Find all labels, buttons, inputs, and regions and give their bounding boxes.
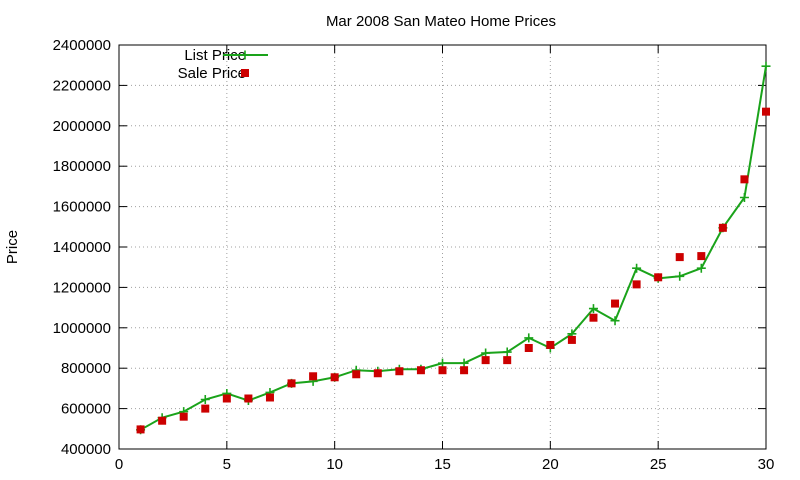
data-point [675, 253, 684, 262]
data-point [503, 356, 512, 365]
list-price-series [136, 61, 771, 435]
data-point [244, 394, 253, 403]
data-point [481, 356, 490, 365]
y-axis-label: Price [4, 230, 21, 264]
legend-label: List Price [184, 47, 246, 64]
data-point [459, 358, 469, 368]
data-point [761, 61, 771, 71]
y-tick-label: 400000 [61, 441, 111, 458]
y-tick-label: 800000 [61, 360, 111, 377]
legend-label: Sale Price [178, 65, 246, 82]
data-point [632, 280, 641, 289]
data-point [200, 395, 210, 405]
data-point [201, 404, 210, 413]
y-tick-label: 1800000 [53, 158, 111, 175]
y-tick-label: 2400000 [53, 37, 111, 54]
data-point [524, 344, 533, 352]
chart-title: Mar 2008 San Mateo Home Prices [326, 13, 556, 30]
data-point [546, 340, 555, 349]
y-tick-label: 1200000 [53, 279, 111, 296]
data-point [158, 416, 167, 425]
data-point [740, 175, 749, 184]
x-tick-label: 30 [758, 456, 775, 473]
axis-ticks: 0 5 10 15 20 25 30 400000 600000 800000 1000000 120… [53, 37, 775, 473]
data-point [632, 263, 642, 273]
data-point [265, 393, 274, 402]
data-point [309, 372, 318, 381]
data-point [373, 369, 382, 378]
data-point [697, 252, 706, 261]
data-point [675, 271, 685, 281]
data-point [222, 394, 231, 403]
x-tick-label: 20 [542, 456, 559, 473]
data-point [524, 333, 534, 343]
x-tick-label: 0 [115, 456, 123, 473]
data-point [611, 299, 620, 308]
data-point [352, 370, 361, 379]
x-tick-label: 15 [434, 456, 451, 473]
x-tick-label: 25 [650, 456, 667, 473]
legend-swatch-marker [241, 69, 249, 77]
y-tick-label: 600000 [61, 401, 111, 418]
data-point [438, 366, 447, 375]
sale-price-series [136, 107, 770, 434]
data-point [588, 304, 598, 314]
data-point [460, 366, 469, 375]
data-point [438, 358, 447, 368]
data-point [330, 373, 339, 382]
series-line [140, 66, 767, 431]
data-point [136, 425, 145, 434]
grid [119, 45, 766, 449]
data-point [762, 107, 770, 116]
data-point [589, 313, 598, 322]
data-point [654, 273, 663, 282]
y-tick-label: 2000000 [53, 118, 111, 135]
data-point [718, 223, 727, 232]
data-point [567, 335, 576, 344]
y-tick-label: 2200000 [53, 77, 111, 94]
data-point [416, 366, 425, 375]
data-point [610, 316, 620, 326]
data-point [481, 348, 491, 358]
y-tick-label: 1600000 [53, 199, 111, 216]
plot-area [136, 61, 771, 435]
x-tick-label: 10 [326, 456, 343, 473]
data-point [287, 379, 296, 388]
data-point [395, 367, 404, 376]
data-point [696, 263, 706, 273]
legend-swatch-marker [240, 50, 250, 60]
y-tick-label: 1400000 [53, 239, 111, 256]
x-tick-label: 5 [223, 456, 231, 473]
data-point [739, 193, 749, 203]
y-tick-label: 1000000 [53, 320, 111, 337]
data-point [502, 347, 512, 357]
data-point [179, 412, 188, 421]
